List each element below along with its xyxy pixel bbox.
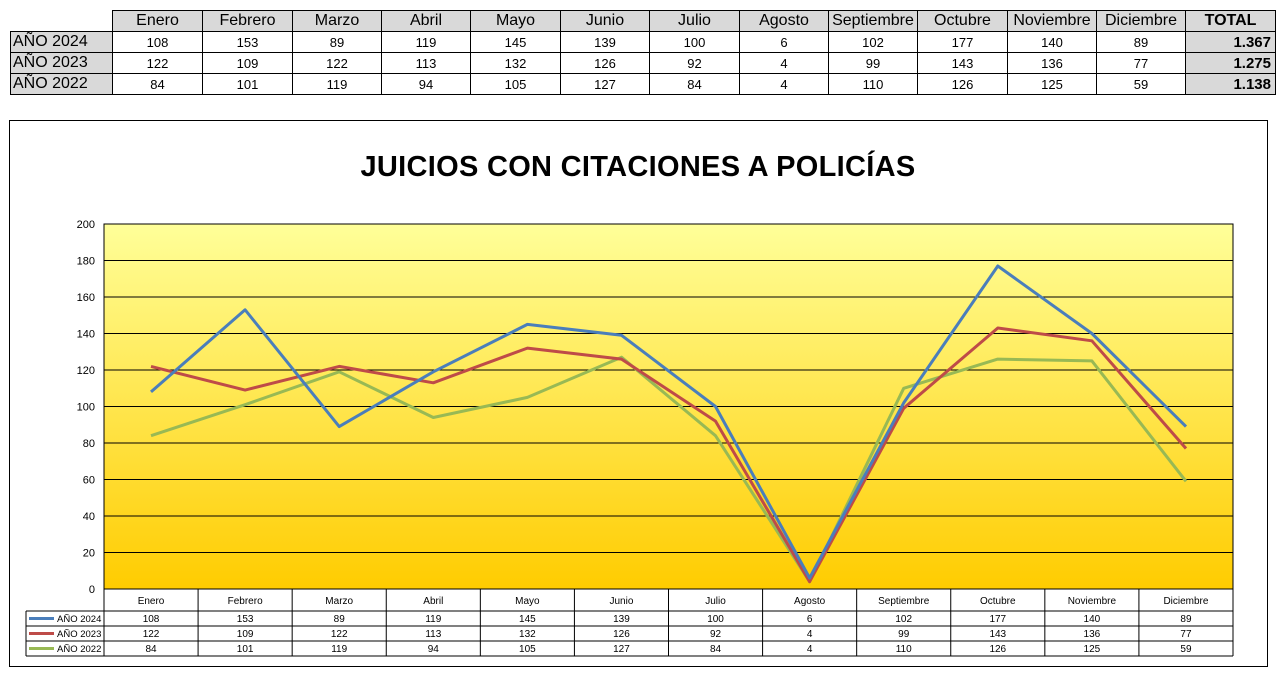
month-header: Diciembre bbox=[1096, 10, 1186, 32]
data-value-label: 84 bbox=[710, 644, 722, 655]
data-value-label: 99 bbox=[898, 629, 910, 640]
month-header: Septiembre bbox=[828, 10, 918, 32]
table-row: AÑO 2022 84 101 119 94 105 127 84 4 110 126 125 59 1.… bbox=[10, 73, 1276, 95]
data-value-label: 110 bbox=[896, 644, 912, 655]
data-value-label: 108 bbox=[143, 614, 160, 625]
data-value-label: 105 bbox=[519, 644, 536, 655]
table-cell: 125 bbox=[1007, 73, 1097, 95]
x-tick-label: Diciembre bbox=[1163, 596, 1208, 607]
y-tick-label: 180 bbox=[77, 256, 95, 268]
row-label: AÑO 2022 bbox=[10, 73, 113, 95]
x-tick-label: Julio bbox=[705, 596, 726, 607]
table-cell: 92 bbox=[649, 52, 740, 74]
x-tick-label: Noviembre bbox=[1068, 596, 1117, 607]
x-tick-label: Febrero bbox=[228, 596, 263, 607]
x-tick-label: Septiembre bbox=[878, 596, 930, 607]
data-value-label: 4 bbox=[807, 644, 813, 655]
data-value-label: 139 bbox=[613, 614, 630, 625]
data-value-label: 102 bbox=[895, 614, 912, 625]
data-value-label: 177 bbox=[989, 614, 1006, 625]
data-value-label: 84 bbox=[145, 644, 157, 655]
data-table: Enero Febrero Marzo Abril Mayo Junio Julio Agos… bbox=[10, 10, 1276, 95]
table-row: AÑO 2023 122 109 122 113 132 126 92 4 99 143 136 77 1… bbox=[10, 52, 1276, 74]
table-cell: 132 bbox=[470, 52, 561, 74]
data-value-label: 6 bbox=[807, 614, 813, 625]
data-value-label: 94 bbox=[428, 644, 440, 655]
data-value-label: 122 bbox=[331, 629, 348, 640]
row-total: 1.138 bbox=[1185, 73, 1276, 95]
data-value-label: 126 bbox=[989, 644, 1006, 655]
x-tick-label: Abril bbox=[423, 596, 443, 607]
data-value-label: 119 bbox=[331, 644, 347, 655]
data-value-label: 4 bbox=[807, 629, 813, 640]
data-value-label: 77 bbox=[1180, 629, 1192, 640]
x-tick-label: Agosto bbox=[794, 596, 826, 607]
y-tick-label: 60 bbox=[83, 475, 95, 487]
table-cell: 110 bbox=[828, 73, 918, 95]
row-total: 1.275 bbox=[1185, 52, 1276, 74]
data-value-label: 143 bbox=[989, 629, 1006, 640]
x-tick-label: Junio bbox=[610, 596, 634, 607]
y-tick-label: 120 bbox=[77, 365, 95, 377]
chart-title: JUICIOS CON CITACIONES A POLICÍAS bbox=[360, 151, 916, 183]
month-header: Enero bbox=[112, 10, 203, 32]
series-line bbox=[150, 326, 1188, 584]
y-tick-label: 0 bbox=[89, 584, 95, 596]
x-tick-label: Octubre bbox=[980, 596, 1016, 607]
data-value-label: 140 bbox=[1084, 614, 1101, 625]
month-header: Octubre bbox=[917, 10, 1008, 32]
legend-label: AÑO 2024 bbox=[57, 614, 101, 625]
table-cell: 139 bbox=[560, 31, 650, 53]
month-header: Marzo bbox=[292, 10, 382, 32]
x-tick-label: Mayo bbox=[515, 596, 540, 607]
data-value-label: 59 bbox=[1180, 644, 1192, 655]
data-value-label: 109 bbox=[237, 629, 254, 640]
data-value-label: 145 bbox=[519, 614, 536, 625]
x-tick-label: Enero bbox=[138, 596, 165, 607]
y-tick-label: 140 bbox=[77, 329, 95, 341]
total-header: TOTAL bbox=[1185, 10, 1276, 32]
table-cell: 77 bbox=[1096, 52, 1186, 74]
y-tick-label: 40 bbox=[83, 511, 95, 523]
month-header: Abril bbox=[381, 10, 471, 32]
month-header: Noviembre bbox=[1007, 10, 1097, 32]
table-cell: 113 bbox=[381, 52, 471, 74]
y-tick-label: 200 bbox=[77, 219, 95, 231]
series-line bbox=[150, 264, 1188, 580]
y-tick-label: 160 bbox=[77, 292, 95, 304]
table-cell: 94 bbox=[381, 73, 471, 95]
table-cell: 105 bbox=[470, 73, 561, 95]
month-header: Julio bbox=[649, 10, 740, 32]
data-value-label: 153 bbox=[237, 614, 254, 625]
data-value-label: 122 bbox=[143, 629, 160, 640]
data-value-label: 92 bbox=[710, 629, 722, 640]
data-value-label: 126 bbox=[613, 629, 630, 640]
row-label: AÑO 2023 bbox=[10, 52, 113, 74]
data-value-label: 132 bbox=[519, 629, 536, 640]
month-header: Mayo bbox=[470, 10, 561, 32]
y-tick-label: 20 bbox=[83, 548, 95, 560]
data-value-label: 100 bbox=[707, 614, 724, 625]
table-row: AÑO 2024 108 153 89 119 145 139 100 6 102 177 140 89… bbox=[10, 31, 1276, 53]
data-value-label: 89 bbox=[334, 614, 346, 625]
data-value-label: 136 bbox=[1084, 629, 1101, 640]
y-tick-label: 100 bbox=[77, 402, 95, 414]
legend-label: AÑO 2022 bbox=[57, 644, 101, 655]
data-value-label: 125 bbox=[1084, 644, 1101, 655]
data-value-label: 89 bbox=[1180, 614, 1192, 625]
table-header-row: Enero Febrero Marzo Abril Mayo Junio Julio Agos… bbox=[10, 10, 1276, 32]
x-tick-label: Marzo bbox=[325, 596, 353, 607]
row-total: 1.367 bbox=[1185, 31, 1276, 53]
table-cell: 59 bbox=[1096, 73, 1186, 95]
data-value-label: 127 bbox=[613, 644, 630, 655]
y-tick-label: 80 bbox=[83, 438, 95, 450]
data-value-label: 113 bbox=[425, 629, 441, 640]
legend-label: AÑO 2023 bbox=[57, 629, 101, 640]
data-value-label: 119 bbox=[425, 614, 441, 625]
table-cell: 84 bbox=[112, 73, 203, 95]
table-cell: 119 bbox=[292, 73, 382, 95]
data-value-label: 101 bbox=[237, 644, 254, 655]
series-line bbox=[150, 355, 1188, 584]
